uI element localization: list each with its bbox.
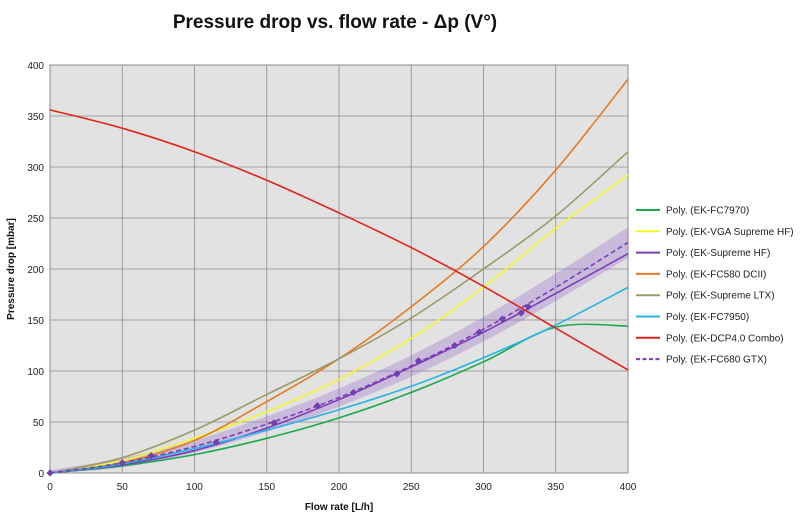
series-line-poly-ek-supreme-ltx: [49, 151, 629, 474]
legend-label: Poly. (EK-FC7970): [666, 206, 749, 217]
grid: [49, 64, 629, 474]
series-line-poly-ek-dcp4-0-combo: [49, 109, 629, 371]
legend-label: Poly. (EK-Supreme LTX): [666, 291, 775, 302]
series-line-poly-ek-fc680-gtx: [49, 241, 629, 474]
legend-label: Poly. (EK-Supreme HF): [666, 248, 770, 259]
data-point-marker: [393, 370, 401, 378]
y-tick-label: 350: [27, 112, 44, 123]
series-line-poly-ek-fc7950: [49, 286, 629, 474]
data-point-marker: [313, 402, 321, 410]
data-point-marker: [498, 315, 506, 323]
x-tick-label: 100: [186, 482, 203, 493]
x-tick-label: 300: [475, 482, 492, 493]
data-point-marker: [147, 452, 155, 460]
series-line-poly-ek-fc580-dcii: [49, 78, 629, 474]
y-tick-label: 400: [27, 61, 44, 72]
data-point-marker: [475, 328, 483, 336]
data-point-marker: [212, 438, 220, 446]
x-tick-label: 150: [258, 482, 275, 493]
y-tick-label: 100: [27, 367, 44, 378]
series-line-poly-ek-supreme-hf: [49, 252, 629, 474]
x-tick-label: 350: [547, 482, 564, 493]
y-axis-label: Pressure drop [mbar]: [6, 218, 17, 320]
y-tick-label: 300: [27, 163, 44, 174]
data-point-marker: [451, 341, 459, 350]
y-tick-label: 0: [38, 469, 44, 480]
data-point-marker: [517, 309, 525, 317]
x-tick-label: 400: [620, 482, 637, 493]
y-tick-label: 200: [27, 265, 44, 276]
x-tick-label: 50: [117, 482, 129, 493]
legend: Poly. (EK-FC7970) Poly. (EK-VGA Supreme H…: [636, 206, 794, 366]
x-axis-ticks: 0 50 100 150 200 250 300 350 400: [47, 482, 637, 493]
legend-label: Poly. (EK-DCP4.0 Combo): [666, 333, 784, 344]
x-tick-label: 200: [331, 482, 348, 493]
data-point-marker: [46, 469, 54, 477]
x-axis-label: Flow rate [L/h]: [305, 502, 373, 513]
data-point-marker: [118, 459, 126, 467]
legend-label: Poly. (EK-VGA Supreme HF): [666, 227, 794, 238]
legend-label: Poly. (EK-FC680 GTX): [666, 355, 767, 366]
legend-label: Poly. (EK-FC580 DCII): [666, 269, 766, 280]
data-point-marker: [414, 357, 423, 365]
y-axis-ticks: 0 50 100 150 200 250 300 350 400: [27, 61, 44, 480]
data-point-marker: [270, 419, 278, 427]
data-point-marker: [524, 303, 532, 311]
x-tick-label: 0: [47, 482, 53, 493]
series-line-poly-ek-vga-supreme-hf: [49, 174, 629, 474]
data-point-marker: [349, 388, 358, 397]
y-tick-label: 250: [27, 214, 44, 225]
data-markers: [46, 303, 532, 477]
series-lines: [49, 78, 629, 474]
legend-label: Poly. (EK-FC7950): [666, 312, 749, 323]
y-tick-label: 150: [27, 316, 44, 327]
chart-title: Pressure drop vs. flow rate - Δp (V°): [173, 12, 497, 33]
y-tick-label: 50: [33, 418, 45, 429]
x-tick-label: 250: [403, 482, 420, 493]
